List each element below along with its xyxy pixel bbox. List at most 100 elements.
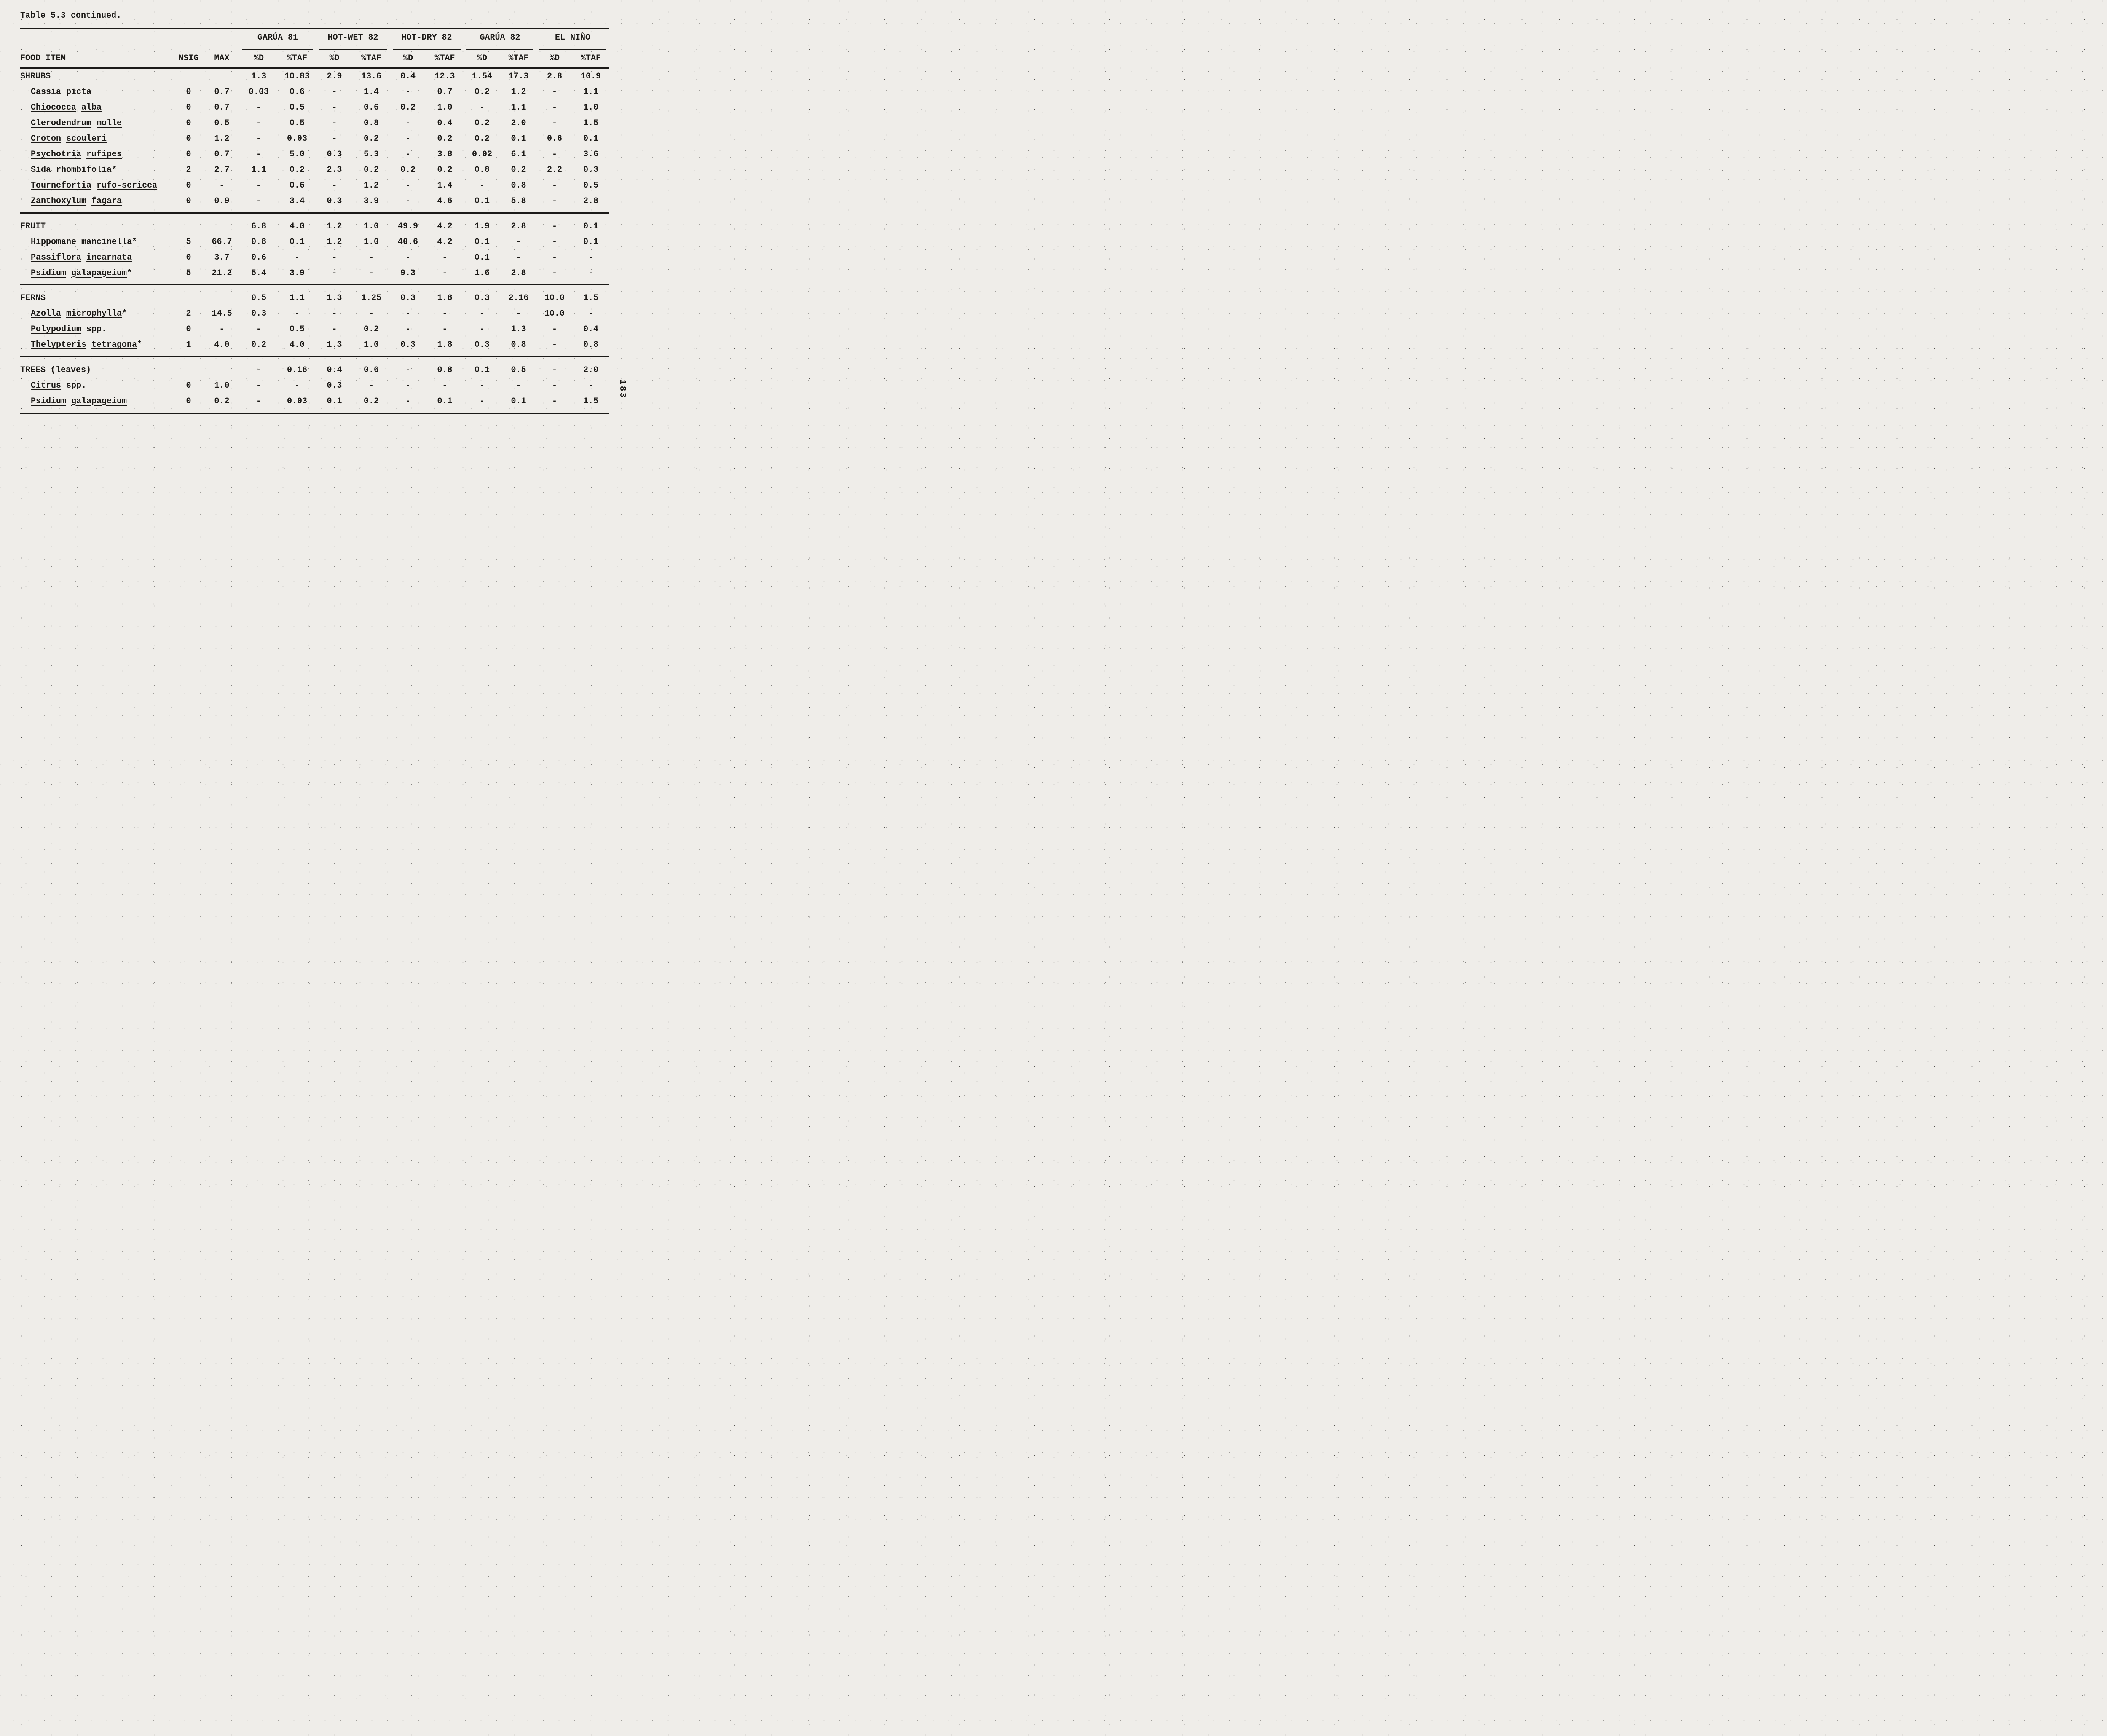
cell-value: 1.0 bbox=[363, 237, 379, 247]
species-name: Thelypteris tetragona* bbox=[20, 340, 173, 350]
cell-value: - bbox=[256, 134, 261, 144]
species-row: Croton scouleri 0 1.2 - 0.03 - 0.2 - 0.2 0.2 0.1 0.… bbox=[20, 131, 609, 147]
cell-value: - bbox=[442, 324, 448, 334]
species-name: Sida rhombifolia* bbox=[20, 165, 173, 175]
cell-value: 40.6 bbox=[397, 237, 418, 247]
cell-value: - bbox=[552, 196, 557, 206]
cell-value: 0.1 bbox=[511, 134, 526, 144]
cell-value: 4.0 bbox=[289, 340, 305, 350]
cell-value: 1.1 bbox=[251, 165, 266, 175]
cell-value: 0.2 bbox=[474, 134, 490, 144]
cell-nsig: 0 bbox=[186, 181, 191, 190]
cell-value: 6.1 bbox=[511, 150, 526, 159]
species-row: Chiococca alba 0 0.7 - 0.5 - 0.6 0.2 1.0 - 1.1 - 1.0 bbox=[20, 100, 609, 115]
species-name: Psidium galapageium* bbox=[20, 268, 173, 278]
cell-nsig: 0 bbox=[186, 396, 191, 406]
cell-value: 1.3 bbox=[251, 72, 266, 81]
species-name-word: Citrus bbox=[31, 380, 62, 391]
cell-value: - bbox=[442, 268, 448, 278]
cell-value: - bbox=[368, 309, 374, 319]
cell-value: - bbox=[552, 118, 557, 128]
species-name-word: Hippomane bbox=[31, 237, 77, 247]
species-name-suffix: * bbox=[112, 165, 117, 175]
table-body: SHRUBS 1.3 10.83 2.9 13.6 0.4 12.3 1.54 17.3 2.8 1… bbox=[20, 69, 609, 414]
cell-value: - bbox=[332, 87, 337, 97]
cell-value: - bbox=[552, 237, 557, 247]
species-name-word: Psidium bbox=[31, 396, 67, 406]
season-header-hot-wet-82: HOT-WET 82 bbox=[327, 32, 378, 43]
cell-max: 4.0 bbox=[214, 340, 230, 350]
cell-value: - bbox=[256, 365, 261, 375]
cell-value: 0.2 bbox=[511, 165, 526, 175]
cell-value: - bbox=[552, 365, 557, 375]
cell-value: - bbox=[516, 252, 521, 263]
cell-value: - bbox=[552, 87, 557, 97]
col-header-pct-d: %D bbox=[253, 53, 264, 63]
cell-value: - bbox=[332, 252, 337, 263]
col-header-max: MAX bbox=[214, 53, 230, 63]
cell-value: 2.2 bbox=[547, 165, 562, 175]
section-header-row: FERNS 0.5 1.1 1.3 1.25 0.3 1.8 0.3 2.16 10.0 1.5 bbox=[20, 290, 609, 306]
cell-value: - bbox=[552, 103, 557, 113]
species-row: Psidium galapageium* 5 21.2 5.4 3.9 - - 9.3 - 1.6… bbox=[20, 265, 609, 281]
section-label: FERNS bbox=[20, 293, 46, 303]
cell-value: - bbox=[256, 103, 261, 113]
species-name-word: molle bbox=[97, 118, 122, 128]
cell-value: 0.03 bbox=[287, 134, 307, 144]
cell-max: 1.0 bbox=[214, 380, 230, 391]
cell-value: 0.5 bbox=[289, 118, 305, 128]
cell-value: 1.0 bbox=[437, 103, 453, 113]
cell-value: 0.4 bbox=[327, 365, 342, 375]
species-name-word: rhombifolia bbox=[56, 165, 112, 175]
cell-value: 3.9 bbox=[289, 268, 305, 278]
cell-value: - bbox=[405, 118, 410, 128]
species-name-suffix: * bbox=[137, 340, 142, 350]
cell-value: 5.3 bbox=[363, 150, 379, 159]
cell-value: 0.6 bbox=[289, 87, 305, 97]
cell-value: - bbox=[552, 396, 557, 406]
cell-value: 0.2 bbox=[289, 165, 305, 175]
cell-value: 0.1 bbox=[327, 396, 342, 406]
cell-value: 0.8 bbox=[511, 340, 526, 350]
cell-value: 1.3 bbox=[511, 324, 526, 334]
species-name: Citrus spp. bbox=[20, 381, 173, 391]
cell-nsig: 0 bbox=[186, 324, 191, 334]
col-header-pct-d: %D bbox=[402, 53, 413, 63]
cell-value: - bbox=[479, 181, 485, 190]
cell-nsig: 0 bbox=[186, 196, 191, 206]
species-name-word: mancinella bbox=[81, 237, 132, 247]
cell-value: - bbox=[588, 268, 593, 278]
food-item-table: GARÚA 81 HOT-WET 82 HOT-DRY 82 GARÚA 82 … bbox=[20, 28, 609, 414]
table-bottom-rule bbox=[20, 413, 609, 414]
species-name: Polypodium spp. bbox=[20, 324, 173, 334]
season-header-el-nino: EL NIÑO bbox=[555, 32, 590, 43]
cell-value: 0.3 bbox=[400, 340, 416, 350]
season-underline bbox=[466, 45, 533, 50]
cell-value: - bbox=[442, 252, 448, 263]
cell-value: 5.0 bbox=[289, 150, 305, 159]
cell-value: - bbox=[256, 150, 261, 159]
col-header-pct-taf: %TAF bbox=[508, 53, 529, 63]
cell-value: - bbox=[332, 134, 337, 144]
col-header-pct-d: %D bbox=[477, 53, 487, 63]
cell-value: 1.5 bbox=[583, 396, 598, 406]
species-row: Polypodium spp. 0 - - 0.5 - 0.2 - - - 1.3 - 0.4 bbox=[20, 321, 609, 337]
cell-value: - bbox=[256, 118, 261, 128]
cell-value: - bbox=[552, 268, 557, 278]
cell-value: 10.9 bbox=[580, 72, 601, 81]
cell-value: 1.8 bbox=[437, 340, 453, 350]
species-name-word: alba bbox=[81, 103, 102, 113]
cell-value: - bbox=[405, 196, 410, 206]
cell-value: 2.3 bbox=[327, 165, 342, 175]
species-row: Sida rhombifolia* 2 2.7 1.1 0.2 2.3 0.2 0.2 0.2 0… bbox=[20, 162, 609, 178]
cell-value: 1.0 bbox=[583, 103, 598, 113]
season-underline bbox=[242, 45, 313, 50]
species-name-word: Thelypteris bbox=[31, 340, 87, 350]
cell-value: - bbox=[442, 309, 448, 319]
cell-max: 0.2 bbox=[214, 396, 230, 406]
cell-value: 0.2 bbox=[474, 87, 490, 97]
cell-value: 0.3 bbox=[327, 380, 342, 391]
cell-value: - bbox=[516, 380, 521, 391]
cell-value: - bbox=[479, 396, 485, 406]
cell-value: 0.1 bbox=[511, 396, 526, 406]
